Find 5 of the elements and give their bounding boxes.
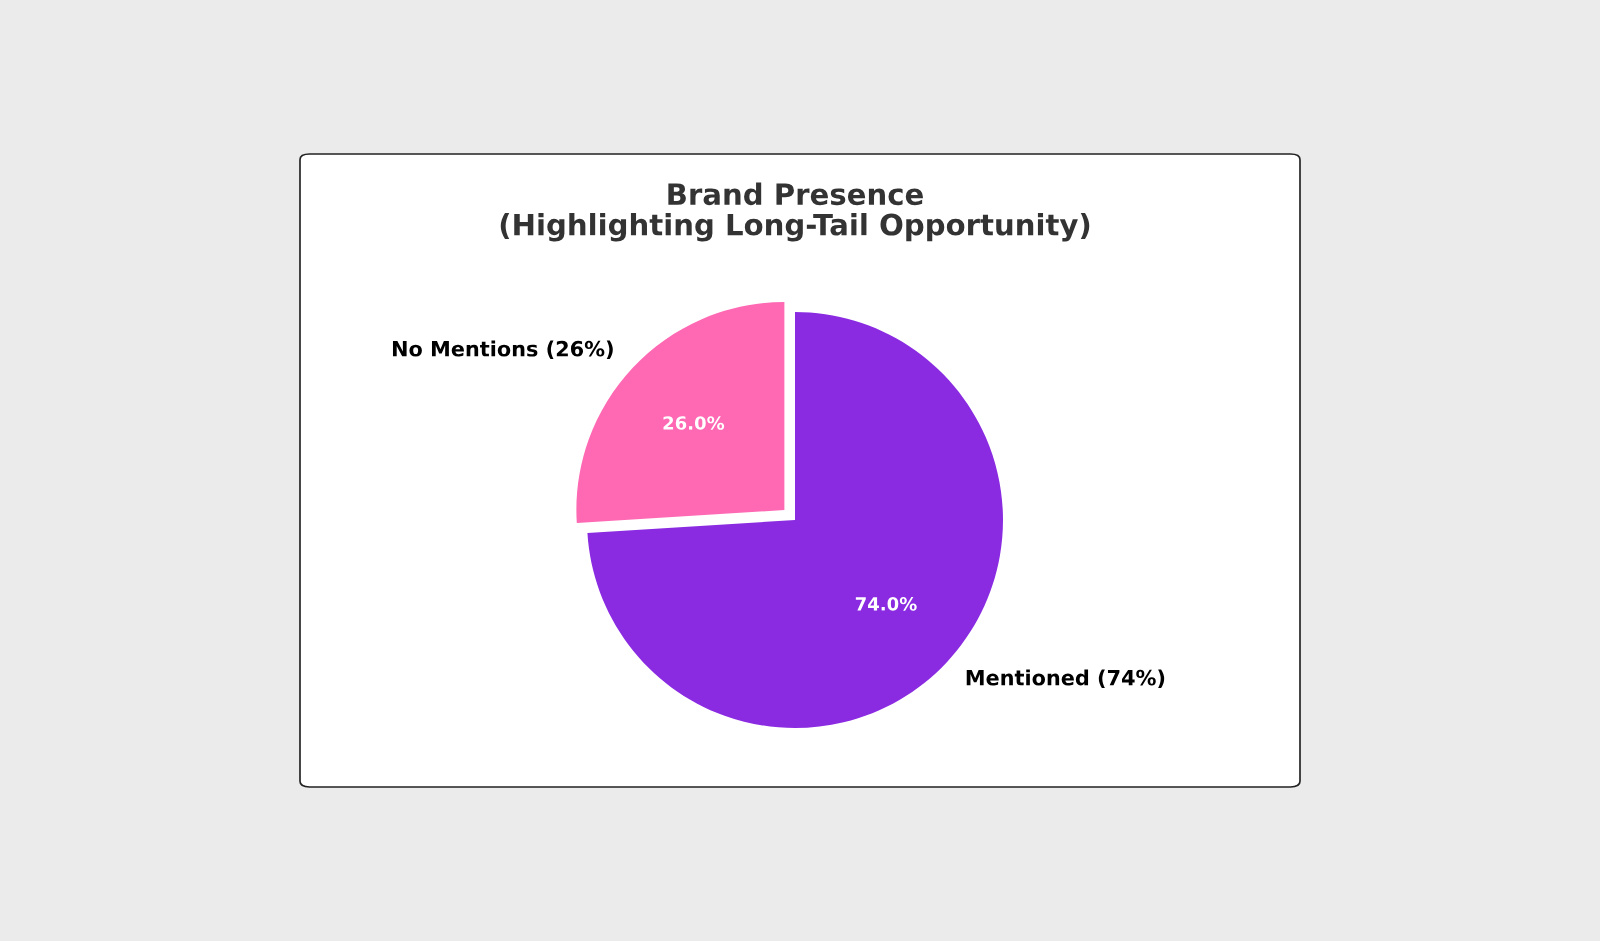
- chart-title: Brand Presence (Highlighting Long-Tail Opportunity): [500, 182, 1090, 242]
- data-label: 74.0%: [855, 597, 917, 611]
- data-label: 26.0%: [663, 416, 725, 430]
- slice-label: No Mentions (26%): [392, 340, 613, 360]
- slice-label: Mentioned (74%): [966, 669, 1165, 688]
